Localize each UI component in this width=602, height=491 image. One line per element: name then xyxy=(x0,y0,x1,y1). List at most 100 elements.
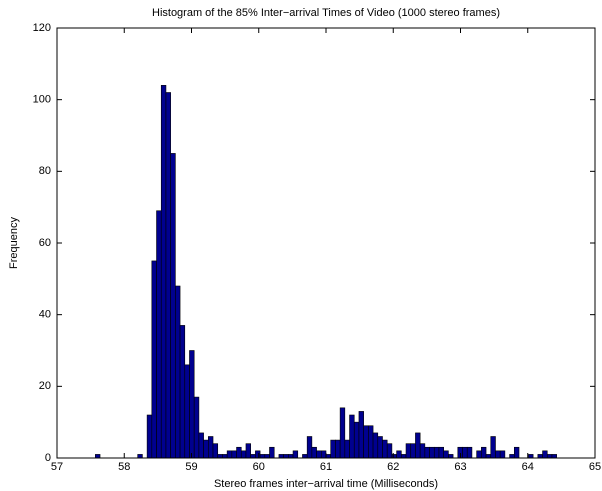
bar xyxy=(198,432,204,459)
bar xyxy=(240,450,247,459)
bar xyxy=(222,454,228,459)
bar xyxy=(179,325,186,459)
x-tick-label: 62 xyxy=(387,461,399,473)
x-axis-label: Stereo frames inter−arrival time (Millis… xyxy=(214,478,438,490)
bar xyxy=(208,436,214,459)
bar xyxy=(151,260,157,459)
y-tick-label: 40 xyxy=(39,309,51,321)
bar xyxy=(236,446,242,459)
y-axis-label: Frequency xyxy=(8,217,20,269)
bar xyxy=(419,443,426,459)
bar xyxy=(278,454,284,459)
bar xyxy=(316,450,322,459)
bar xyxy=(429,446,435,459)
bar xyxy=(189,350,195,459)
bar xyxy=(542,450,548,459)
bar xyxy=(137,454,143,459)
bar xyxy=(311,446,317,459)
bar xyxy=(424,446,430,459)
bar xyxy=(358,411,364,459)
bar xyxy=(146,414,153,459)
bar xyxy=(448,454,454,459)
bar xyxy=(528,454,534,459)
x-tick-label: 60 xyxy=(253,461,265,473)
y-tick-label: 20 xyxy=(39,380,51,392)
y-tick-label: 120 xyxy=(33,22,51,34)
bar xyxy=(193,396,200,459)
chart-title: Histogram of the 85% Inter−arrival Times… xyxy=(152,7,500,19)
bar xyxy=(335,439,341,459)
bar xyxy=(382,439,388,459)
bar xyxy=(386,443,393,459)
bar xyxy=(259,454,266,459)
y-tick-label: 80 xyxy=(39,165,51,177)
bar xyxy=(495,450,501,459)
bar xyxy=(255,450,261,459)
bar xyxy=(212,443,219,459)
x-tick-label: 58 xyxy=(118,461,130,473)
bar xyxy=(283,454,289,459)
bar xyxy=(401,454,407,459)
bar xyxy=(160,85,167,459)
bar xyxy=(443,450,449,459)
bar xyxy=(551,454,557,459)
x-tick-label: 65 xyxy=(589,461,601,473)
bar xyxy=(250,454,256,459)
bar xyxy=(481,446,487,459)
bar xyxy=(302,454,308,459)
bar xyxy=(438,446,444,459)
bar xyxy=(95,454,101,459)
bar xyxy=(156,210,162,459)
bar xyxy=(264,454,270,459)
bar xyxy=(203,439,209,459)
bar xyxy=(165,92,171,459)
bar xyxy=(485,454,492,459)
bar xyxy=(288,454,294,459)
x-tick-label: 63 xyxy=(454,461,466,473)
bar xyxy=(269,446,275,459)
bar xyxy=(405,443,412,459)
bar xyxy=(363,425,369,459)
bar xyxy=(170,153,176,459)
bar xyxy=(231,450,237,459)
bar xyxy=(175,285,181,459)
bar xyxy=(372,432,379,459)
bar xyxy=(513,446,520,459)
x-tick-label: 59 xyxy=(185,461,197,473)
bar xyxy=(415,432,421,459)
bar xyxy=(344,439,350,459)
bar xyxy=(217,454,223,459)
bar xyxy=(537,454,543,459)
bar xyxy=(490,436,496,459)
bar xyxy=(377,436,383,459)
bar xyxy=(466,446,473,459)
bar xyxy=(292,450,299,459)
bar xyxy=(368,425,374,459)
bar xyxy=(349,414,355,459)
bar xyxy=(410,443,416,459)
bar xyxy=(391,454,397,459)
bar xyxy=(184,364,190,459)
bar xyxy=(306,436,313,459)
bar xyxy=(499,450,506,459)
bar xyxy=(546,454,553,459)
bar xyxy=(509,454,515,459)
bar xyxy=(245,443,251,459)
y-tick-label: 100 xyxy=(33,94,51,106)
bar xyxy=(339,407,346,459)
x-tick-label: 57 xyxy=(51,461,63,473)
y-tick-label: 0 xyxy=(45,452,51,464)
bar xyxy=(396,450,402,459)
bar xyxy=(330,439,336,459)
y-tick-label: 60 xyxy=(39,237,51,249)
x-tick-label: 61 xyxy=(320,461,332,473)
bar xyxy=(353,421,360,459)
bar xyxy=(325,454,332,459)
bar xyxy=(226,450,233,459)
bar xyxy=(476,450,482,459)
bar xyxy=(433,446,440,459)
bar xyxy=(320,450,327,459)
x-tick-label: 64 xyxy=(522,461,534,473)
